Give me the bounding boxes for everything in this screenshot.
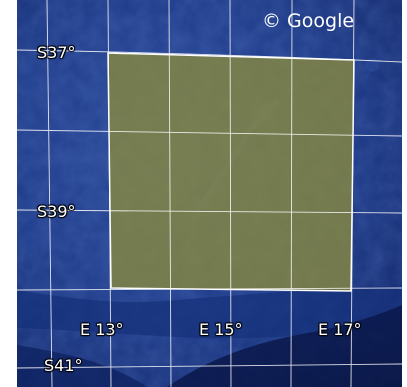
latitude-label-s37: S37° xyxy=(37,43,76,62)
longitude-label-e17: E 17° xyxy=(318,320,362,339)
deep-trench xyxy=(167,305,402,387)
latitude-label-s39: S39° xyxy=(37,202,76,221)
longitude-line xyxy=(229,0,232,387)
latitude-line xyxy=(17,209,402,214)
latitude-label-s41: S41° xyxy=(44,356,83,375)
longitude-label-e15: E 15° xyxy=(199,320,243,339)
deep-basin xyxy=(17,345,147,387)
latitude-line xyxy=(17,363,402,369)
latitude-line xyxy=(17,129,402,137)
map-canvas xyxy=(17,0,402,387)
graticule xyxy=(17,0,402,387)
longitude-line xyxy=(290,0,293,387)
seamount xyxy=(365,58,379,72)
abyssal-plain xyxy=(17,285,402,339)
copyright-label: © Google xyxy=(262,10,355,32)
latitude-line xyxy=(17,287,402,291)
longitude-line xyxy=(168,0,172,387)
longitude-line xyxy=(46,0,53,387)
latitude-line xyxy=(17,49,402,63)
map-view[interactable] xyxy=(17,0,402,387)
longitude-line xyxy=(350,0,355,387)
longitude-line xyxy=(107,0,112,387)
longitude-label-e13: E 13° xyxy=(80,320,124,339)
